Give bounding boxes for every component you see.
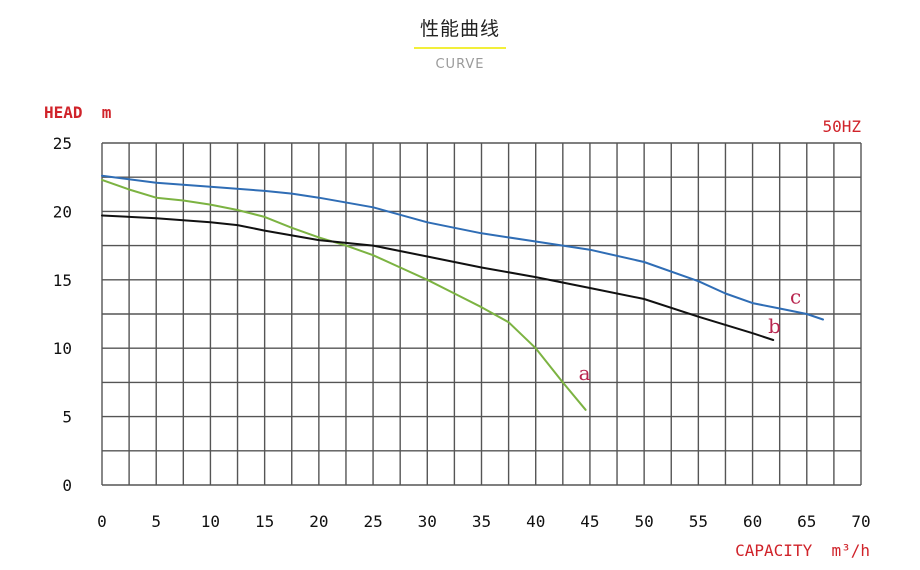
y-tick-label: 10 <box>53 339 72 358</box>
series-label-a: a <box>579 361 591 385</box>
x-tick-label: 10 <box>201 512 220 531</box>
y-tick-label: 15 <box>53 271 72 290</box>
x-tick-label: 0 <box>97 512 107 531</box>
y-axis-label: HEAD m <box>44 103 112 122</box>
chart-grid <box>101 142 862 486</box>
x-tick-label: 50 <box>635 512 654 531</box>
x-tick-label: 35 <box>472 512 491 531</box>
y-tick-label: 25 <box>53 134 72 153</box>
chart-header: 性能曲线 CURVE <box>0 14 920 72</box>
x-axis-label: CAPACITY m³/h <box>735 541 870 560</box>
x-tick-label: 60 <box>743 512 762 531</box>
x-tick-label: 15 <box>255 512 274 531</box>
x-tick-label: 45 <box>580 512 599 531</box>
series-line-b <box>101 214 775 341</box>
x-tick-label: 65 <box>797 512 816 531</box>
chart-series <box>101 174 824 411</box>
chart-title: 性能曲线 <box>413 14 506 49</box>
x-tick-label: 5 <box>151 512 161 531</box>
chart-subtitle: CURVE <box>435 57 485 72</box>
series-line-c <box>101 174 824 321</box>
series-label-c: c <box>790 284 801 308</box>
y-tick-label: 5 <box>62 408 72 427</box>
frequency-label: 50HZ <box>822 117 861 136</box>
chart-curve-labels: a bc <box>579 284 802 384</box>
series-line-a <box>101 178 587 411</box>
x-tick-label: 40 <box>526 512 545 531</box>
y-tick-label: 20 <box>53 202 72 221</box>
x-tick-label: 25 <box>363 512 382 531</box>
y-tick-label: 0 <box>62 476 72 495</box>
series-label-b: b <box>768 314 781 338</box>
chart-ticks: 0 5 10 15 20 25 30 35 40 45 50 55 60 65 70 0 5 10 15 20 25 <box>53 134 871 531</box>
x-tick-label: 30 <box>418 512 437 531</box>
x-tick-label: 70 <box>851 512 870 531</box>
x-tick-label: 55 <box>689 512 708 531</box>
x-tick-label: 20 <box>309 512 328 531</box>
